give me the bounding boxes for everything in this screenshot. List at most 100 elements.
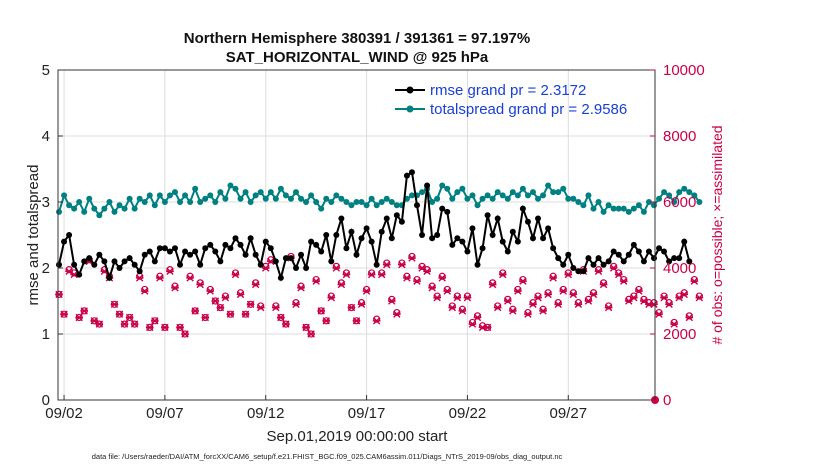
obs-assimilated-marker (181, 330, 189, 338)
spread-point (625, 208, 632, 215)
rmse-point (353, 251, 360, 258)
obs-possible-marker (529, 299, 537, 307)
obs-assimilated-marker (443, 287, 452, 295)
spread-point (292, 189, 299, 196)
obs-possible-marker (549, 272, 557, 280)
rmse-point (111, 258, 118, 265)
rmse-point (76, 271, 83, 278)
obs-assimilated-marker (650, 300, 658, 308)
spread-point (686, 189, 693, 196)
obs-possible-marker (448, 302, 456, 310)
spread-point (464, 195, 471, 202)
rmse-point (136, 268, 143, 275)
obs-possible-marker (544, 289, 552, 297)
obs-possible-marker (357, 299, 366, 307)
spread-point (257, 189, 264, 196)
obs-possible-marker (635, 285, 643, 294)
spread-point (570, 195, 577, 202)
obs-assimilated-marker (130, 320, 139, 328)
obs-possible-marker (428, 282, 436, 290)
rmse-point (71, 261, 78, 268)
obs-possible-marker (458, 305, 466, 313)
rmse-point (187, 251, 194, 258)
rmse-point (514, 238, 521, 245)
spread-point (161, 199, 168, 205)
spread-point (91, 205, 98, 212)
obs-assimilated-marker (508, 307, 517, 315)
spread-point (262, 195, 269, 202)
spread-point (272, 195, 279, 202)
spread-point (494, 189, 501, 196)
spread-point (575, 199, 582, 205)
spread-point (479, 195, 486, 202)
rmse-point (585, 255, 592, 262)
spread-point (671, 199, 678, 205)
obs-possible-marker (408, 252, 416, 261)
obs-possible-marker (398, 259, 406, 267)
obs-assimilated-marker (524, 310, 532, 318)
obs-assimilated-marker (55, 290, 63, 299)
spread-point (524, 192, 531, 199)
obs-assimilated-marker (377, 270, 386, 279)
rmse-point (474, 261, 481, 268)
rmse-point (338, 215, 345, 222)
obs-assimilated-marker (392, 310, 401, 318)
rmse-point (555, 255, 562, 262)
rmse-point (197, 261, 204, 268)
rmse-point (560, 261, 567, 268)
obs-assimilated-marker (498, 270, 507, 279)
spread-point (182, 192, 189, 199)
obs-assimilated-marker (680, 290, 689, 299)
rmse-point (141, 251, 148, 258)
rmse-point (454, 235, 461, 242)
spread-point (635, 202, 642, 209)
obs-possible-marker (620, 275, 628, 284)
obs-assimilated-marker (261, 264, 270, 272)
rmse-point (146, 248, 153, 255)
y-axis-left: 0 1 2 3 4 5 (42, 62, 63, 409)
x-tick-label: 09/22 (449, 405, 487, 422)
rmse-point (671, 255, 678, 262)
obs-possible-marker (312, 275, 320, 284)
rmse-point (247, 235, 254, 242)
spread-point (146, 192, 153, 199)
obs-assimilated-marker (317, 307, 326, 315)
obs-possible-marker (670, 318, 678, 327)
obs-assimilated-marker (554, 300, 563, 308)
obs-assimilated-marker (448, 303, 457, 312)
obs-possible-marker (504, 295, 512, 303)
spread-point (202, 195, 209, 202)
obs-assimilated-marker (191, 307, 199, 315)
y-tick-label: 2 (42, 260, 50, 277)
spread-point (615, 205, 622, 212)
obs-assimilated-marker (221, 294, 230, 302)
rmse-point (121, 258, 128, 265)
rmse-point (373, 261, 380, 268)
obs-assimilated-marker (292, 300, 300, 308)
obs-possible-marker (569, 289, 577, 297)
obs-assimilated-marker (635, 287, 643, 295)
rmse-point (156, 245, 163, 252)
obs-assimilated-marker (408, 254, 416, 262)
rmse-point (277, 274, 284, 281)
obs-assimilated-marker (241, 310, 250, 318)
y2-tick-label: 2000 (663, 326, 696, 343)
rmse-point (489, 232, 496, 238)
spread-point (484, 192, 491, 199)
obs-possible-marker (443, 285, 451, 294)
x-axis-label: Sep.01,2019 00:00:00 start (267, 428, 449, 445)
spread-point (696, 199, 703, 205)
obs-assimilated-marker (584, 297, 593, 305)
obs-possible-marker (594, 266, 603, 274)
spread-point (192, 185, 199, 192)
rmse-point (479, 245, 486, 252)
spread-point (121, 205, 128, 212)
obs-assimilated-marker (352, 317, 361, 325)
obs-assimilated-marker (120, 320, 129, 328)
obs-assimilated-marker (75, 313, 84, 322)
spread-point (338, 195, 345, 202)
obs-assimilated-marker (332, 264, 341, 272)
rmse-point (393, 212, 400, 219)
chart-title: Northern Hemisphere 380391 / 391361 = 97… (184, 30, 530, 47)
spread-point (61, 192, 68, 199)
